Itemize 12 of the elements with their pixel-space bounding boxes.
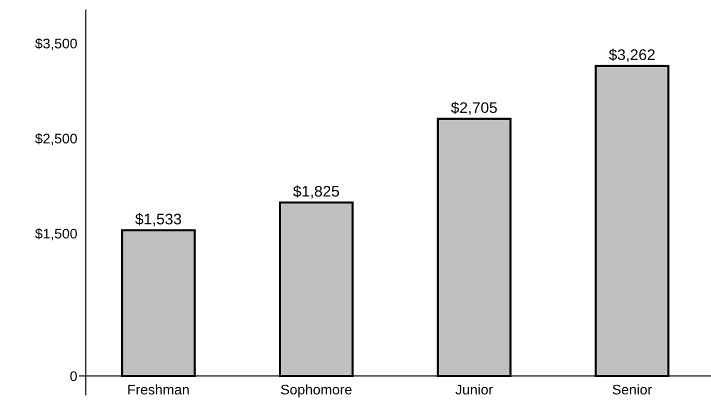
x-tick-label: Freshman <box>128 384 189 395</box>
data-label: $1,533 <box>135 213 182 226</box>
y-tick-label: $2,500 <box>35 133 77 146</box>
x-tick-label: Junior <box>455 384 493 395</box>
y-tick-label: $1,500 <box>35 228 77 240</box>
x-tick-label: Senior <box>612 384 652 395</box>
y-tick-label: $3,500 <box>35 38 77 50</box>
data-label: $1,825 <box>293 185 340 199</box>
data-label: $3,262 <box>608 48 655 62</box>
data-label: $2,705 <box>450 102 497 115</box>
y-tick-label: 0 <box>70 371 77 382</box>
x-tick-label: Sophomore <box>281 384 352 398</box>
